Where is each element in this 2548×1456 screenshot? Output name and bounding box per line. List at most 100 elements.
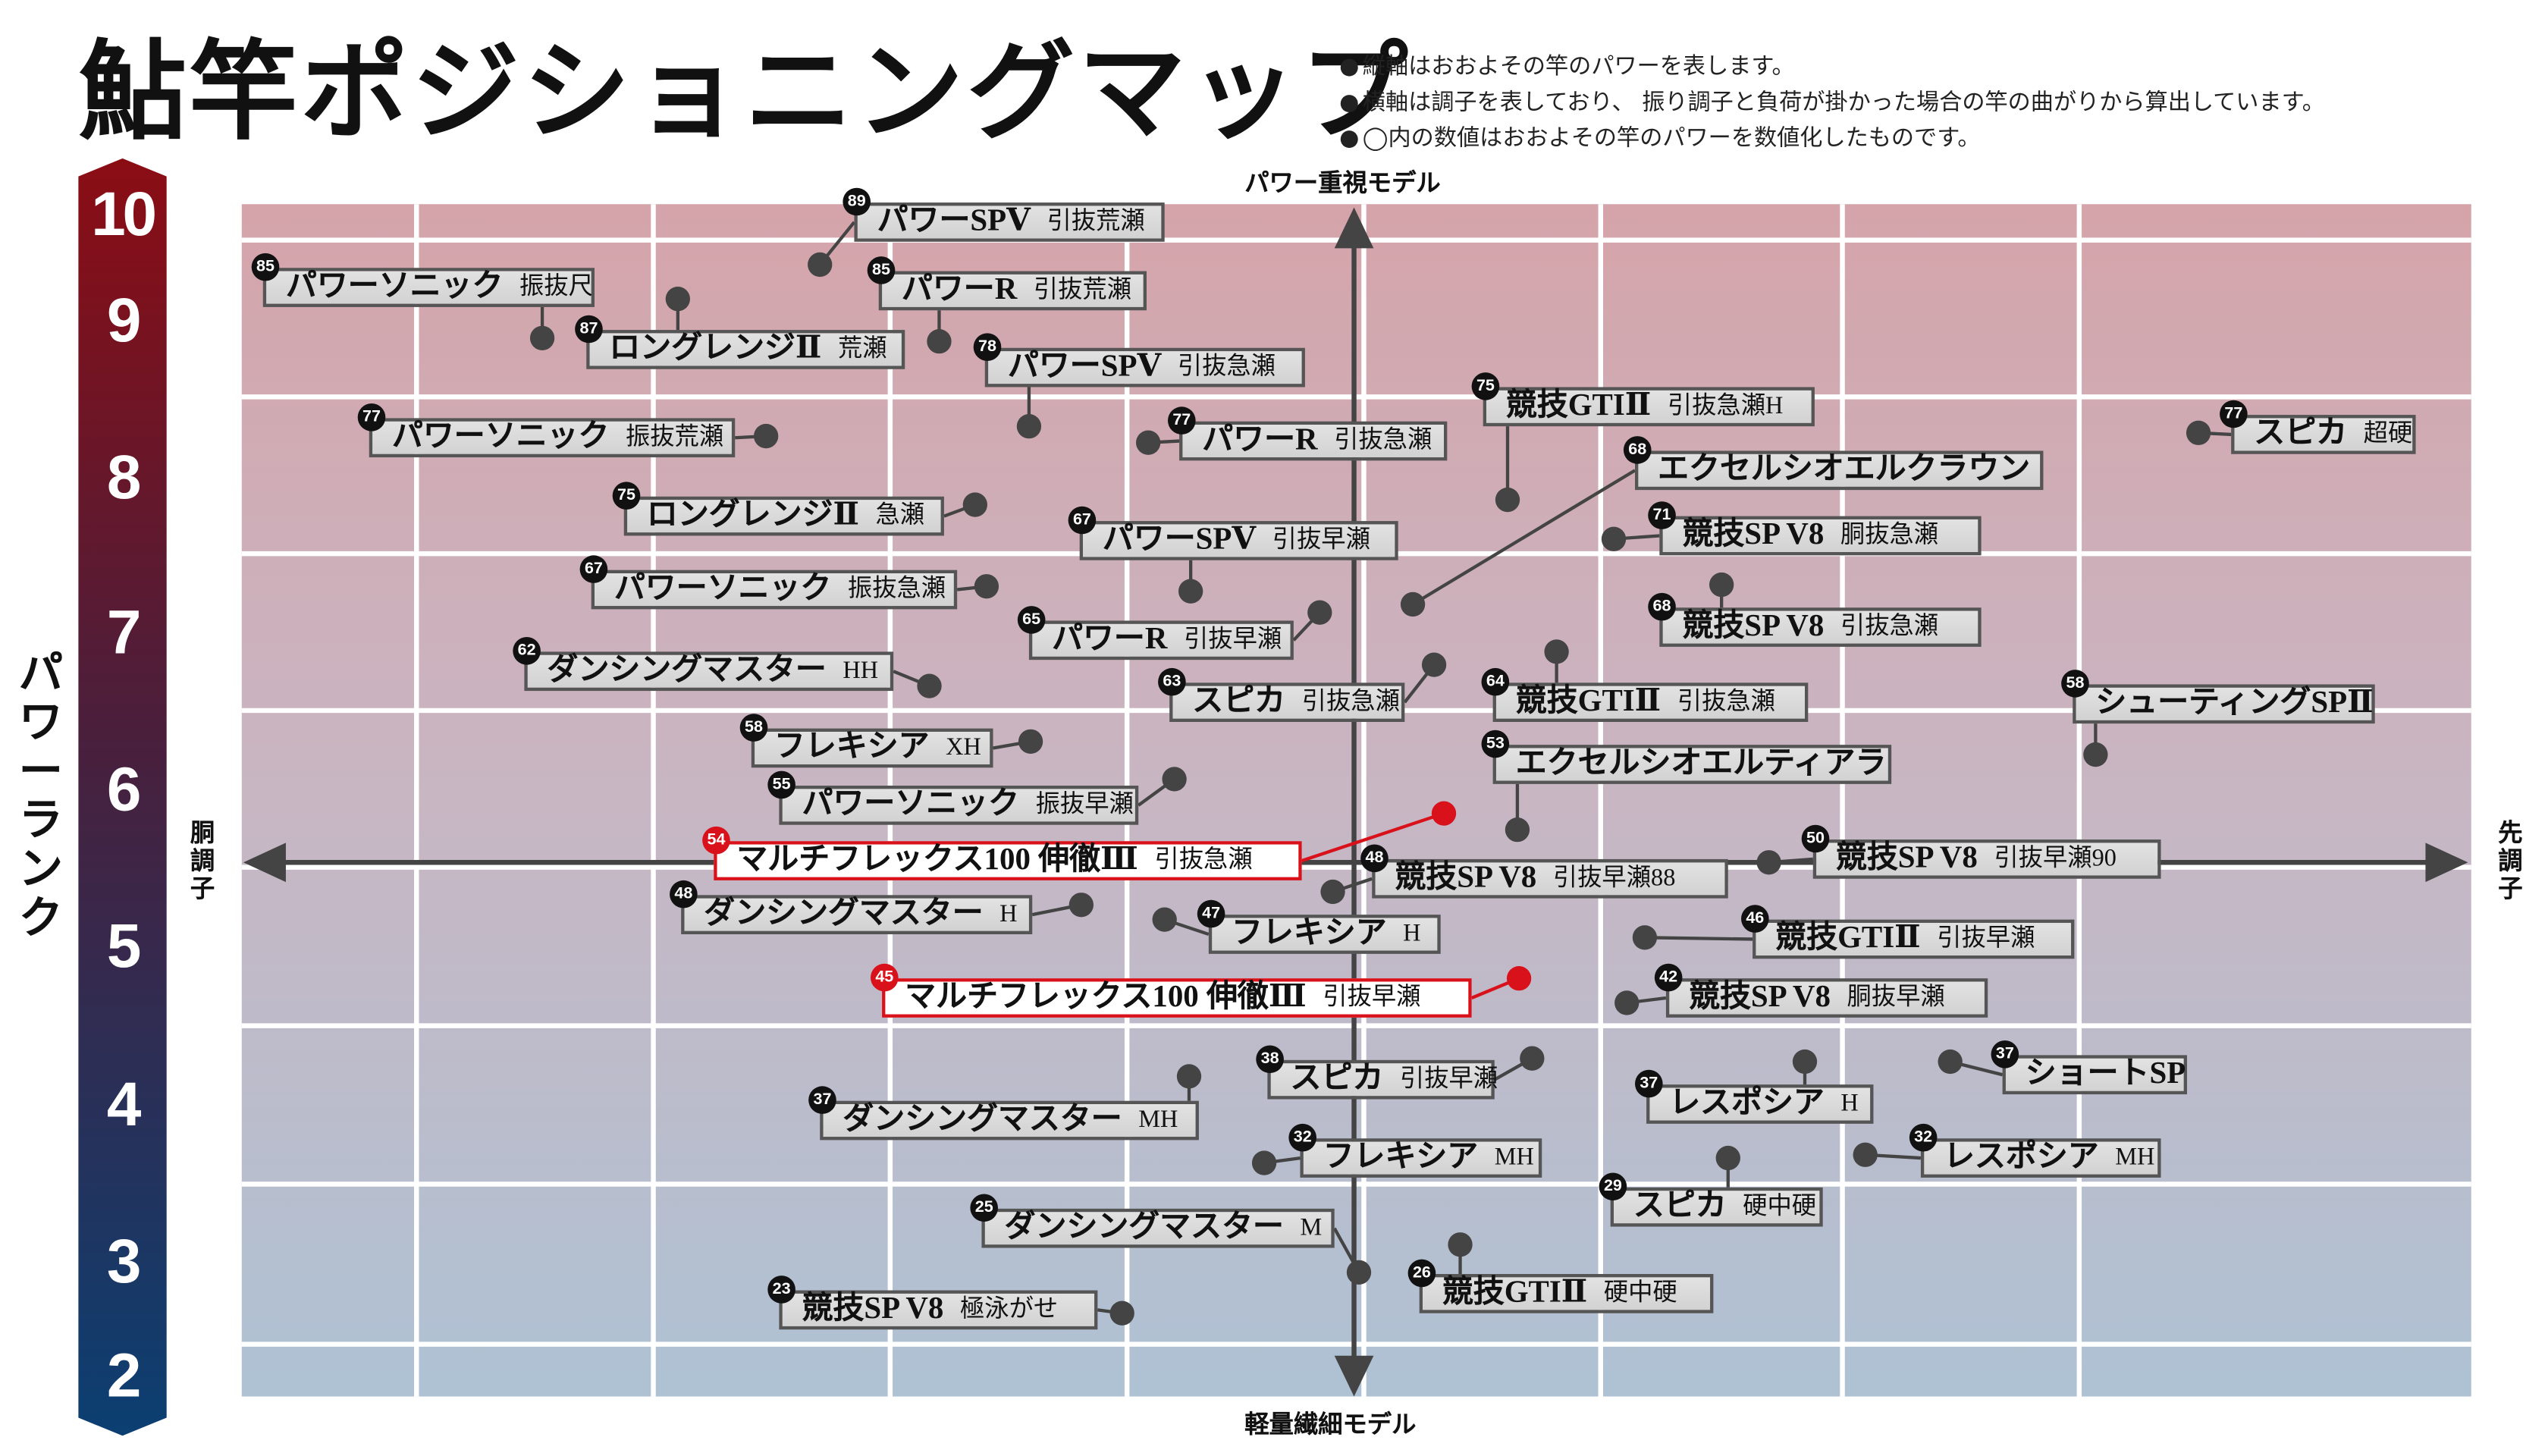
power-badge: 75 — [612, 482, 641, 510]
rod-variant: 引抜早瀬88 — [1552, 865, 1676, 892]
rod-label-22: 55 パワーソニック 振抜早瀬 — [767, 770, 1139, 825]
rod-name: パワーソニック — [613, 571, 832, 607]
rod-label-6: 77 パワーソニック 振抜荒瀬 — [357, 403, 736, 458]
data-point-23 — [1431, 801, 1457, 826]
power-badge: 68 — [1623, 436, 1652, 464]
data-point-33 — [1176, 1064, 1202, 1089]
power-badge: 68 — [1648, 592, 1676, 621]
rod-label-24: 48 競技SP V8 引抜早瀬88 — [1360, 844, 1728, 899]
rod-name: 競技SP V8 — [1682, 609, 1825, 644]
arrow-right — [2425, 843, 2468, 883]
rod-label-12: 71 競技SP V8 胴抜急瀬 — [1648, 501, 1982, 556]
power-badge: 23 — [767, 1276, 795, 1304]
rod-variant: 引抜早瀬 — [1399, 1066, 1498, 1093]
power-badge: 29 — [1599, 1172, 1627, 1201]
rod-name: スピカ — [1192, 684, 1286, 719]
arrow-left — [243, 843, 286, 883]
rank-tick-7: 7 — [106, 599, 142, 668]
rod-label-35: 32 フレキシア MH — [1288, 1123, 1542, 1178]
rod-variant: 胴抜早瀬 — [1847, 984, 1945, 1012]
rod-label-13: 67 パワーソニック 振抜急瀬 — [579, 555, 958, 610]
rod-variant: 引抜急瀬 — [1334, 428, 1432, 454]
rod-label-23: 54 マルチフレックス100 伸徹Ⅲ 引抜急瀬 — [702, 826, 1302, 880]
rod-name: 競技SP V8 — [1682, 517, 1825, 552]
connector-23 — [1301, 811, 1445, 863]
rod-label-19: 58 シューティングSPⅡ — [2061, 670, 2375, 724]
rod-label-9: 68 エクセルシオエルクラウン — [1623, 436, 2044, 491]
rod-label-0: 89 パワーSPⅤ 引抜荒瀬 — [843, 187, 1165, 242]
power-badge: 48 — [670, 880, 698, 908]
rod-name: レスポシア — [1669, 1086, 1825, 1121]
data-point-19 — [2083, 742, 2108, 767]
rod-label-21: 53 エクセルシオエルティアラ — [1481, 730, 1892, 784]
rank-tick-8: 8 — [106, 444, 142, 513]
page-title: 鮎竿ポジショニングマップ — [78, 29, 1411, 155]
rod-variant: MH — [1138, 1107, 1178, 1134]
power-badge: 87 — [575, 315, 603, 344]
data-point-40 — [1109, 1301, 1134, 1326]
rod-label-27: 47 フレキシア H — [1197, 899, 1441, 954]
rank-bar-shape — [78, 158, 167, 1436]
rod-name: エクセルシオエルクラウン — [1658, 452, 2031, 487]
rod-variant: HH — [843, 657, 879, 685]
rod-label-25: 50 競技SP V8 引抜早瀬90 — [1801, 824, 2161, 879]
rod-name: 競技GTIⅡ — [1775, 921, 1921, 956]
data-point-16 — [917, 673, 942, 698]
power-badge: 25 — [970, 1194, 998, 1222]
rod-variant: 引抜早瀬 — [1183, 627, 1282, 654]
rod-name: 競技GTIⅡ — [1505, 388, 1652, 423]
rod-label-28: 46 競技GTIⅡ 引抜早瀬 — [1740, 905, 2075, 959]
data-point-1 — [529, 325, 555, 350]
rod-name: ダンシングマスター — [843, 1102, 1122, 1138]
rod-variant: 極泳がせ — [959, 1297, 1059, 1323]
rod-label-14: 68 競技SP V8 引抜急瀬 — [1648, 592, 1982, 647]
rod-label-11: 67 パワーSPⅤ 引抜早瀬 — [1068, 506, 1398, 560]
data-point-18 — [1544, 639, 1569, 664]
rod-variant: 引抜急瀬H — [1667, 394, 1784, 420]
data-point-3 — [665, 286, 690, 312]
power-badge: 55 — [767, 770, 795, 799]
rod-variant: MH — [2115, 1144, 2155, 1172]
rod-label-40: 23 競技SP V8 極泳がせ — [767, 1276, 1098, 1330]
power-badge: 85 — [251, 253, 280, 281]
power-badge: 67 — [579, 555, 608, 583]
rod-name: フレキシア — [1323, 1140, 1479, 1175]
rod-label-33: 37 ダンシングマスター MH — [808, 1086, 1199, 1141]
rod-name: パワーソニック — [285, 269, 504, 304]
power-badge: 45 — [870, 963, 899, 992]
power-badge: 67 — [1068, 506, 1097, 535]
rod-label-17: 63 スピカ 引抜急瀬 — [1158, 667, 1405, 722]
rod-label-20: 58 フレキシア XH — [739, 714, 993, 768]
power-badge: 62 — [513, 636, 541, 665]
rod-variant: 引抜急瀬 — [1154, 847, 1253, 874]
power-badge: 89 — [843, 187, 871, 216]
rod-name: マルチフレックス100 伸徹Ⅲ — [736, 843, 1138, 877]
rank-tick-9: 9 — [106, 287, 142, 356]
rod-name: スピカ — [2254, 416, 2348, 451]
data-point-17 — [1421, 652, 1447, 677]
rod-name: スピカ — [1633, 1188, 1727, 1224]
data-point-27 — [1152, 907, 1177, 932]
power-badge: 38 — [1256, 1045, 1284, 1074]
data-point-39 — [1448, 1232, 1473, 1257]
data-point-35 — [1251, 1150, 1277, 1175]
rod-name: エクセルシオエルティアラ — [1515, 746, 1887, 781]
rod-variant: 振抜早瀬 — [1035, 792, 1134, 819]
rod-label-37: 29 スピカ 硬中硬 — [1599, 1172, 1823, 1227]
rod-label-1: 85 パワーソニック 振抜尺 — [251, 253, 595, 307]
rod-label-18: 64 競技GTIⅡ 引抜急瀬 — [1481, 667, 1809, 722]
data-point-4 — [1016, 413, 1042, 439]
power-badge: 37 — [1991, 1040, 2019, 1068]
power-badge: 53 — [1481, 730, 1510, 758]
rod-variant: 振抜急瀬 — [847, 576, 946, 603]
rod-variant: 超硬 — [2363, 421, 2413, 448]
power-badge: 54 — [702, 826, 730, 855]
data-point-6 — [753, 423, 779, 449]
data-point-11 — [1178, 579, 1203, 604]
rod-variant: H — [999, 901, 1018, 928]
power-badge: 47 — [1197, 899, 1225, 928]
rod-label-30: 42 競技SP V8 胴抜早瀬 — [1654, 963, 1988, 1018]
data-point-10 — [962, 492, 987, 517]
rod-label-4: 78 パワーSPⅤ 引抜急瀬 — [973, 333, 1305, 388]
